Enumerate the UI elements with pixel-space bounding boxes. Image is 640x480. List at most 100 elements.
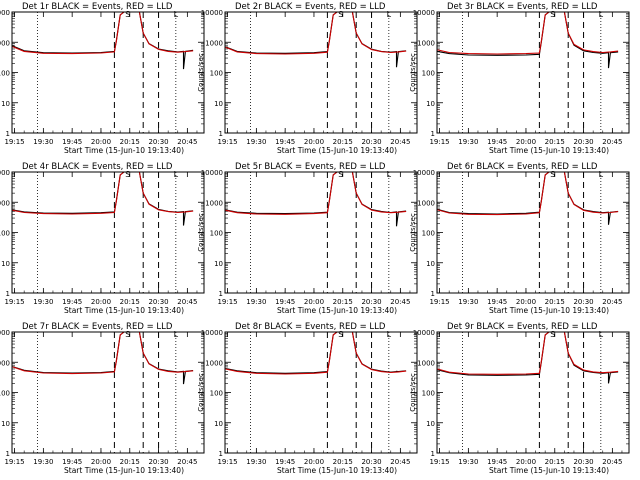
- events-series-line: [437, 171, 619, 225]
- x-tick-label: 19:15: [217, 458, 237, 466]
- x-tick-label: 20:30: [573, 298, 593, 306]
- x-tick-label: 20:30: [148, 298, 168, 306]
- x-tick-label: 20:30: [361, 298, 381, 306]
- x-tick-label: 19:30: [246, 138, 266, 146]
- lld-series-line: [225, 331, 407, 375]
- events-series-line: [437, 11, 619, 69]
- panel-5: Det 5r BLACK = Events, RED = LLD Counts/s…: [197, 162, 418, 315]
- panel-6: Det 6r BLACK = Events, RED = LLD Counts/s…: [409, 162, 630, 315]
- y-tick-label: 10: [214, 100, 223, 108]
- saa-marker: S: [125, 10, 130, 19]
- x-tick-label: 19:45: [62, 458, 82, 466]
- panel-title: Det 1r BLACK = Events, RED = LLD: [22, 2, 173, 12]
- y-tick-label: 10000: [413, 169, 435, 177]
- x-axis-label: Start Time (15-Jun-10 19:13:40): [64, 466, 184, 475]
- events-series-line: [12, 171, 194, 226]
- y-tick-label: 100: [0, 70, 10, 78]
- box-marker: L: [599, 330, 604, 339]
- x-tick-label: 19:45: [62, 138, 82, 146]
- panel-7: Det 7r BLACK = Events, RED = LLD Counts/s…: [0, 322, 205, 475]
- x-tick-label: 20:15: [545, 138, 565, 146]
- y-tick-label: 1: [431, 450, 435, 458]
- x-tick-label: 19:15: [4, 298, 24, 306]
- panel-title: Det 6r BLACK = Events, RED = LLD: [447, 162, 598, 172]
- x-axis-label: Start Time (15-Jun-10 19:13:40): [64, 146, 184, 155]
- x-tick-label: 19:45: [275, 298, 295, 306]
- y-tick-label: 10: [426, 420, 435, 428]
- panel-title: Det 8r BLACK = Events, RED = LLD: [235, 322, 386, 332]
- y-axis-label: Counts/sec: [409, 373, 417, 412]
- x-tick-label: 20:00: [516, 138, 536, 146]
- y-axis-label: Counts/sec: [197, 213, 205, 252]
- y-tick-label: 10: [1, 100, 10, 108]
- x-tick-label: 20:30: [361, 138, 381, 146]
- y-axis-label: Counts/sec: [409, 53, 417, 92]
- x-tick-label: 20:30: [361, 458, 381, 466]
- box-marker: L: [387, 170, 392, 179]
- box-marker: L: [174, 170, 179, 179]
- x-tick-label: 19:45: [487, 298, 507, 306]
- saa-marker: S: [550, 170, 555, 179]
- y-tick-label: 1: [6, 450, 10, 458]
- x-tick-label: 20:00: [304, 298, 324, 306]
- x-tick-label: 20:45: [390, 458, 410, 466]
- panel-title: Det 4r BLACK = Events, RED = LLD: [22, 162, 173, 172]
- events-series-line: [437, 331, 619, 384]
- lld-series-line: [437, 171, 619, 216]
- y-tick-label: 10000: [0, 169, 10, 177]
- x-tick-label: 20:15: [333, 458, 353, 466]
- y-tick-label: 100: [422, 230, 435, 238]
- plot-frame: [436, 171, 630, 294]
- x-tick-label: 19:30: [33, 298, 53, 306]
- x-tick-label: 19:30: [33, 458, 53, 466]
- y-tick-label: 100: [210, 390, 223, 398]
- x-tick-label: 20:15: [333, 138, 353, 146]
- x-tick-label: 19:45: [487, 458, 507, 466]
- y-tick-label: 10000: [0, 9, 10, 17]
- panel-title: Det 3r BLACK = Events, RED = LLD: [447, 2, 598, 12]
- x-tick-label: 19:45: [275, 458, 295, 466]
- x-tick-label: 20:45: [177, 298, 197, 306]
- plot-frame: [11, 171, 205, 294]
- plot-frame: [436, 331, 630, 454]
- y-tick-label: 1000: [417, 359, 435, 367]
- y-tick-label: 100: [210, 230, 223, 238]
- y-tick-label: 10: [214, 420, 223, 428]
- plot-frame: [11, 331, 205, 454]
- x-tick-label: 19:45: [487, 138, 507, 146]
- x-tick-label: 20:15: [333, 298, 353, 306]
- x-tick-label: 20:30: [573, 458, 593, 466]
- x-tick-label: 20:30: [148, 458, 168, 466]
- x-tick-label: 20:00: [91, 458, 111, 466]
- x-tick-label: 20:00: [91, 298, 111, 306]
- x-tick-label: 20:15: [545, 458, 565, 466]
- x-axis-label: Start Time (15-Jun-10 19:13:40): [489, 466, 609, 475]
- y-tick-label: 1000: [205, 199, 223, 207]
- x-tick-label: 19:15: [429, 458, 449, 466]
- x-tick-label: 19:15: [217, 138, 237, 146]
- panel-title: Det 7r BLACK = Events, RED = LLD: [22, 322, 173, 332]
- events-series-line: [12, 331, 194, 385]
- plot-frame: [436, 11, 630, 134]
- box-marker: L: [599, 10, 604, 19]
- saa-marker: S: [550, 330, 555, 339]
- y-tick-label: 1000: [417, 39, 435, 47]
- events-series-line: [225, 11, 407, 68]
- y-tick-label: 100: [210, 70, 223, 78]
- x-axis-label: Start Time (15-Jun-10 19:13:40): [277, 146, 397, 155]
- lld-series-line: [225, 171, 407, 215]
- x-tick-label: 20:00: [91, 138, 111, 146]
- lld-series-line: [12, 171, 194, 215]
- x-tick-label: 20:15: [545, 298, 565, 306]
- x-tick-label: 20:15: [120, 458, 140, 466]
- x-axis-label: Start Time (15-Jun-10 19:13:40): [64, 306, 184, 315]
- panel-title: Det 5r BLACK = Events, RED = LLD: [235, 162, 386, 172]
- panel-4: Det 4r BLACK = Events, RED = LLD Counts/s…: [0, 162, 205, 315]
- y-axis-label: Counts/sec: [409, 213, 417, 252]
- x-tick-label: 20:30: [573, 138, 593, 146]
- x-tick-label: 19:45: [62, 298, 82, 306]
- y-axis-label: Counts/sec: [197, 373, 205, 412]
- y-tick-label: 10: [426, 100, 435, 108]
- x-tick-label: 19:30: [246, 458, 266, 466]
- panel-title: Det 9r BLACK = Events, RED = LLD: [447, 322, 598, 332]
